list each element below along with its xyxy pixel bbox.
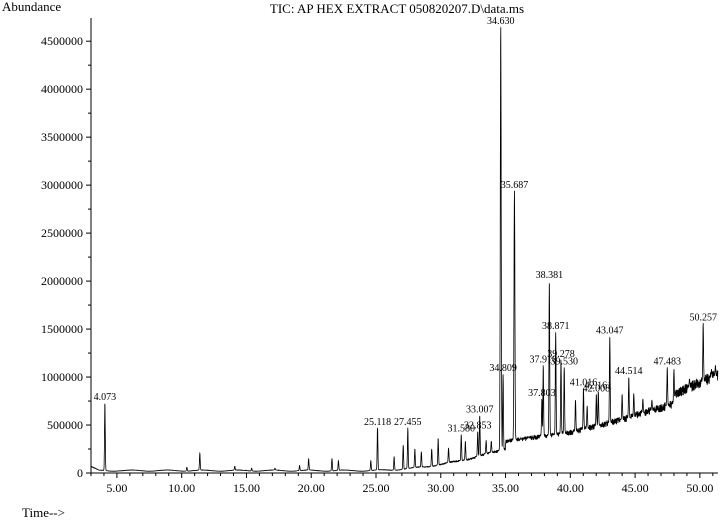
peak-label: 32.853 bbox=[464, 421, 492, 432]
y-tick-label: 0 bbox=[77, 466, 83, 480]
y-axis-label: Abundance bbox=[2, 0, 61, 14]
peak-label: 33.007 bbox=[466, 404, 494, 415]
x-axis-label: Time--> bbox=[22, 505, 65, 520]
peak-label: 39.278 bbox=[547, 349, 575, 360]
y-tick-label: 2500000 bbox=[41, 226, 83, 240]
x-tick-label: 20.00 bbox=[298, 481, 325, 495]
x-tick-label: 15.00 bbox=[233, 481, 260, 495]
x-tick-label: 50.00 bbox=[686, 481, 713, 495]
y-tick-label: 1000000 bbox=[41, 370, 83, 384]
peak-label: 50.257 bbox=[689, 312, 717, 323]
peak-label: 27.455 bbox=[394, 417, 422, 428]
x-tick-label: 10.00 bbox=[168, 481, 195, 495]
peak-label: 38.381 bbox=[536, 270, 564, 281]
peak-label: 35.687 bbox=[501, 180, 529, 191]
x-tick-label: 30.00 bbox=[427, 481, 454, 495]
x-tick-label: 40.00 bbox=[557, 481, 584, 495]
peak-label: 38.871 bbox=[542, 321, 570, 332]
y-tick-label: 3000000 bbox=[41, 178, 83, 192]
y-tick-label: 1500000 bbox=[41, 322, 83, 336]
x-tick-label: 35.00 bbox=[492, 481, 519, 495]
chart-title: TIC: AP HEX EXTRACT 050820207.D\data.ms bbox=[270, 1, 524, 16]
peak-label: 42.161 bbox=[585, 380, 613, 391]
tic-trace bbox=[90, 27, 719, 472]
y-tick-label: 2000000 bbox=[41, 274, 83, 288]
peak-label: 34.630 bbox=[487, 16, 515, 27]
axes: 0 500000 1000000 1500000 2000000 2500000 30000… bbox=[41, 18, 718, 495]
peak-label: 41.016 bbox=[570, 378, 598, 389]
trace-layer bbox=[90, 27, 719, 472]
y-tick-label: 500000 bbox=[47, 418, 83, 432]
peak-label: 4.073 bbox=[94, 392, 117, 403]
peak-label: 34.809 bbox=[489, 363, 517, 374]
peak-label: 31.580 bbox=[447, 424, 475, 435]
y-tick-label: 4500000 bbox=[41, 34, 83, 48]
peak-label: 25.118 bbox=[364, 417, 391, 428]
peak-label: 42.008 bbox=[583, 383, 611, 394]
peak-label: 39.530 bbox=[550, 356, 578, 367]
peak-label: 47.483 bbox=[654, 356, 682, 367]
x-tick-label: 5.00 bbox=[106, 481, 127, 495]
peak-label: 43.047 bbox=[596, 326, 624, 337]
y-tick-label: 4000000 bbox=[41, 82, 83, 96]
peak-label: 44.514 bbox=[615, 366, 643, 377]
x-tick-label: 45.00 bbox=[622, 481, 649, 495]
peak-labels: 4.073 25.118 27.455 31.580 33.007 32.853 34.63… bbox=[94, 16, 717, 435]
peak-label: 37.803 bbox=[528, 388, 556, 399]
peak-label: 37.910 bbox=[529, 355, 557, 366]
y-tick-label: 3500000 bbox=[41, 130, 83, 144]
x-tick-label: 25.00 bbox=[363, 481, 390, 495]
